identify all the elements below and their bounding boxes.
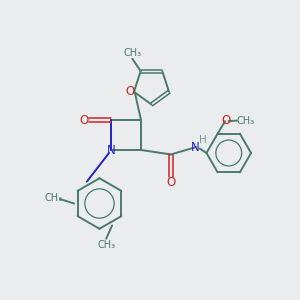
Text: O: O: [80, 114, 88, 127]
Text: O: O: [221, 114, 230, 127]
Text: CH₃: CH₃: [44, 193, 62, 203]
Text: H: H: [199, 135, 206, 145]
Text: N: N: [191, 140, 200, 154]
Text: CH₃: CH₃: [97, 240, 115, 250]
Text: N: N: [106, 143, 115, 157]
Text: CH₃: CH₃: [123, 48, 141, 59]
Text: O: O: [126, 85, 135, 98]
Text: O: O: [166, 176, 176, 189]
Text: CH₃: CH₃: [237, 116, 255, 126]
